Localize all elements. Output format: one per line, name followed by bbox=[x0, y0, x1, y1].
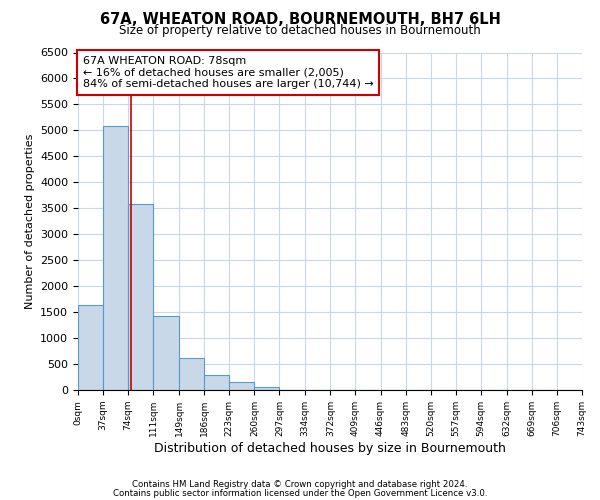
Text: 67A WHEATON ROAD: 78sqm
← 16% of detached houses are smaller (2,005)
84% of semi: 67A WHEATON ROAD: 78sqm ← 16% of detache… bbox=[83, 56, 374, 89]
Bar bbox=[103, 126, 128, 390]
Bar bbox=[78, 306, 103, 390]
Text: Contains HM Land Registry data © Crown copyright and database right 2024.: Contains HM Land Registry data © Crown c… bbox=[132, 480, 468, 489]
X-axis label: Distribution of detached houses by size in Bournemouth: Distribution of detached houses by size … bbox=[154, 442, 506, 454]
Bar bbox=[153, 316, 179, 390]
Bar bbox=[204, 374, 229, 390]
Text: Contains public sector information licensed under the Open Government Licence v3: Contains public sector information licen… bbox=[113, 489, 487, 498]
Y-axis label: Number of detached properties: Number of detached properties bbox=[25, 134, 35, 309]
Text: Size of property relative to detached houses in Bournemouth: Size of property relative to detached ho… bbox=[119, 24, 481, 37]
Bar bbox=[229, 382, 254, 390]
Bar bbox=[254, 387, 280, 390]
Bar bbox=[128, 204, 153, 390]
Text: 67A, WHEATON ROAD, BOURNEMOUTH, BH7 6LH: 67A, WHEATON ROAD, BOURNEMOUTH, BH7 6LH bbox=[100, 12, 500, 28]
Bar bbox=[179, 358, 204, 390]
